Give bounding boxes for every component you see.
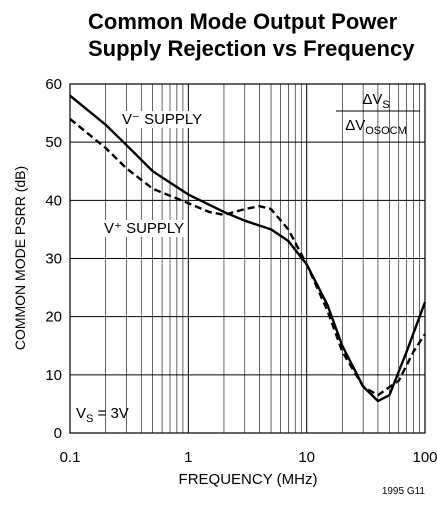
y-tick-label: 50 (45, 134, 62, 151)
series-line (69, 94, 427, 403)
annotation: ΔVS (362, 91, 389, 111)
y-tick-label: 30 (45, 251, 62, 268)
annotation: VS = 3V (76, 405, 129, 425)
y-tick-label: 10 (45, 367, 62, 384)
legend-label: V⁻ SUPPLY (122, 111, 202, 128)
y-tick-label: 20 (45, 309, 62, 326)
legend-label: V⁺ SUPPLY (104, 220, 184, 237)
x-axis-label: FREQUENCY (MHz) (179, 471, 318, 488)
y-tick-label: 40 (45, 192, 62, 209)
y-tick-label: 0 (54, 425, 62, 442)
chart-title: Supply Rejection vs Frequency (88, 36, 415, 61)
legend-label-bg (102, 220, 187, 237)
annotation-text: = 3V (93, 405, 128, 422)
plot-frame (69, 83, 426, 434)
y-tick-label: 60 (45, 76, 62, 93)
figure-code: 1995 G11 (382, 486, 426, 497)
legend-label-bg (120, 111, 205, 128)
annotation-text: ΔV (362, 91, 382, 108)
annotation: ΔVOSOCM (345, 117, 407, 137)
annotation-text: S (382, 99, 389, 111)
x-tick-label: 10 (298, 449, 315, 466)
x-tick-label: 1 (184, 449, 192, 466)
annotation-text: V (76, 405, 86, 422)
annotation-text: OSOCM (365, 125, 407, 137)
x-tick-label: 100 (412, 449, 437, 466)
chart-title: Common Mode Output Power (88, 9, 398, 34)
y-axis-label: COMMON MODE PSRR (dB) (12, 166, 28, 350)
series-line (69, 117, 427, 397)
annotation-text: ΔV (345, 117, 365, 134)
x-tick-label: 0.1 (60, 449, 81, 466)
annotation-text: S (86, 413, 93, 425)
